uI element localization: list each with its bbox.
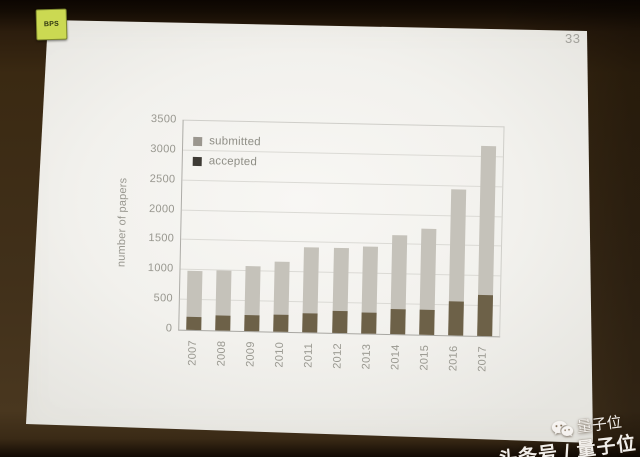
- legend-swatch: [193, 136, 203, 146]
- x-tick-label: 2014: [389, 344, 403, 371]
- bar-accepted: [215, 315, 231, 331]
- bar-accepted: [448, 300, 464, 336]
- y-tick-label: 1000: [147, 262, 174, 275]
- gridline: [182, 179, 503, 188]
- y-tick-label: 3000: [150, 142, 177, 156]
- x-tick-label: 2013: [360, 343, 374, 370]
- y-tick-label: 0: [165, 322, 173, 335]
- legend-swatch: [192, 156, 202, 166]
- x-tick-label: 2015: [418, 344, 432, 371]
- sticker-badge: BPS: [35, 8, 68, 41]
- x-tick-label: 2017: [476, 346, 490, 372]
- bar-accepted: [273, 314, 289, 332]
- x-tick-label: 2009: [244, 341, 257, 368]
- y-tick-label: 2000: [148, 202, 175, 216]
- legend: submitted accepted: [192, 131, 261, 172]
- legend-label: accepted: [208, 155, 258, 169]
- bar-accepted: [331, 310, 348, 334]
- sticker-label: BPS: [43, 20, 60, 29]
- legend-label: submitted: [209, 135, 261, 149]
- y-tick-label: 500: [153, 292, 173, 305]
- page-number: 33: [565, 31, 581, 46]
- x-tick-label: 2007: [186, 339, 199, 366]
- y-tick-label: 3500: [150, 112, 177, 126]
- watermark-line1: 量子位: [550, 411, 623, 440]
- x-tick-label: 2011: [302, 342, 315, 368]
- bar-accepted: [302, 313, 318, 333]
- bar-accepted: [186, 316, 202, 331]
- x-tick-label: 2008: [215, 340, 228, 367]
- legend-item-accepted: accepted: [192, 151, 261, 172]
- bar-accepted: [360, 311, 377, 334]
- bar-accepted: [244, 314, 260, 332]
- x-axis-ticks: 2007 2008 2009 2010 2011 2012 2013 2014 2015 2016…: [177, 335, 498, 388]
- watermark: 量子位 头条号 / 量子位: [495, 409, 638, 457]
- y-tick-label: 2500: [149, 172, 176, 186]
- bar-accepted: [389, 308, 406, 335]
- bar-accepted: [477, 294, 493, 337]
- x-tick-label: 2010: [273, 341, 286, 368]
- y-axis-ticks: 0 500 1000 1500 2000 2500 3000 3500: [122, 113, 177, 334]
- bar-chart: number of papers 0 500 1000 1500 2000 2500 300…: [55, 91, 531, 401]
- x-tick-label: 2016: [447, 345, 461, 372]
- plot-area: submitted accepted: [178, 119, 505, 338]
- bar-accepted: [418, 309, 435, 335]
- wechat-icon: [551, 420, 574, 436]
- legend-item-submitted: submitted: [193, 131, 261, 152]
- y-tick-label: 1500: [148, 232, 175, 245]
- x-tick-label: 2012: [331, 343, 344, 369]
